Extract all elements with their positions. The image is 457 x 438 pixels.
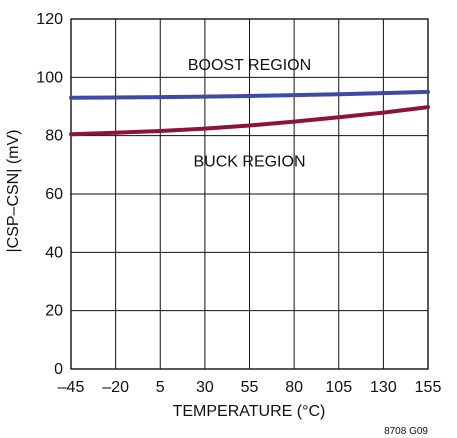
y-tick-label: 120: [36, 11, 63, 28]
x-tick-label: 30: [196, 379, 214, 396]
x-tick-label: –45: [58, 379, 85, 396]
boost-region-label: BOOST REGION: [188, 57, 311, 74]
annotation-layer: BOOST REGION BUCK REGION: [188, 57, 311, 170]
y-tick-label: 40: [45, 244, 63, 261]
x-tick-label: 130: [370, 379, 397, 396]
x-tick-label: –20: [102, 379, 129, 396]
x-axis-title: TEMPERATURE (°C): [173, 403, 326, 420]
y-tick-label: 100: [36, 69, 63, 86]
buck-series-line: [69, 105, 430, 137]
x-tick-label: 155: [415, 379, 442, 396]
y-tick-label: 60: [45, 186, 63, 203]
x-tick-label: 105: [325, 379, 352, 396]
buck-region-label: BUCK REGION: [193, 153, 305, 170]
x-tick-label: 5: [156, 379, 165, 396]
series-layer: [69, 89, 430, 137]
y-axis-title: |CSP–CSN| (mV): [5, 130, 22, 253]
y-tick-label: 80: [45, 128, 63, 145]
figure-id: 8708 G09: [384, 426, 428, 437]
y-tick-label: 0: [54, 361, 63, 378]
boost-series-line: [69, 89, 430, 100]
grid-layer: [70, 18, 429, 370]
x-tick-label: 55: [241, 379, 259, 396]
tick-layer: –45 –20 5 30 55 80 105 130 155 0 20 40 60 80 100 120: [36, 11, 441, 396]
y-tick-label: 20: [45, 303, 63, 320]
x-tick-label: 80: [285, 379, 303, 396]
